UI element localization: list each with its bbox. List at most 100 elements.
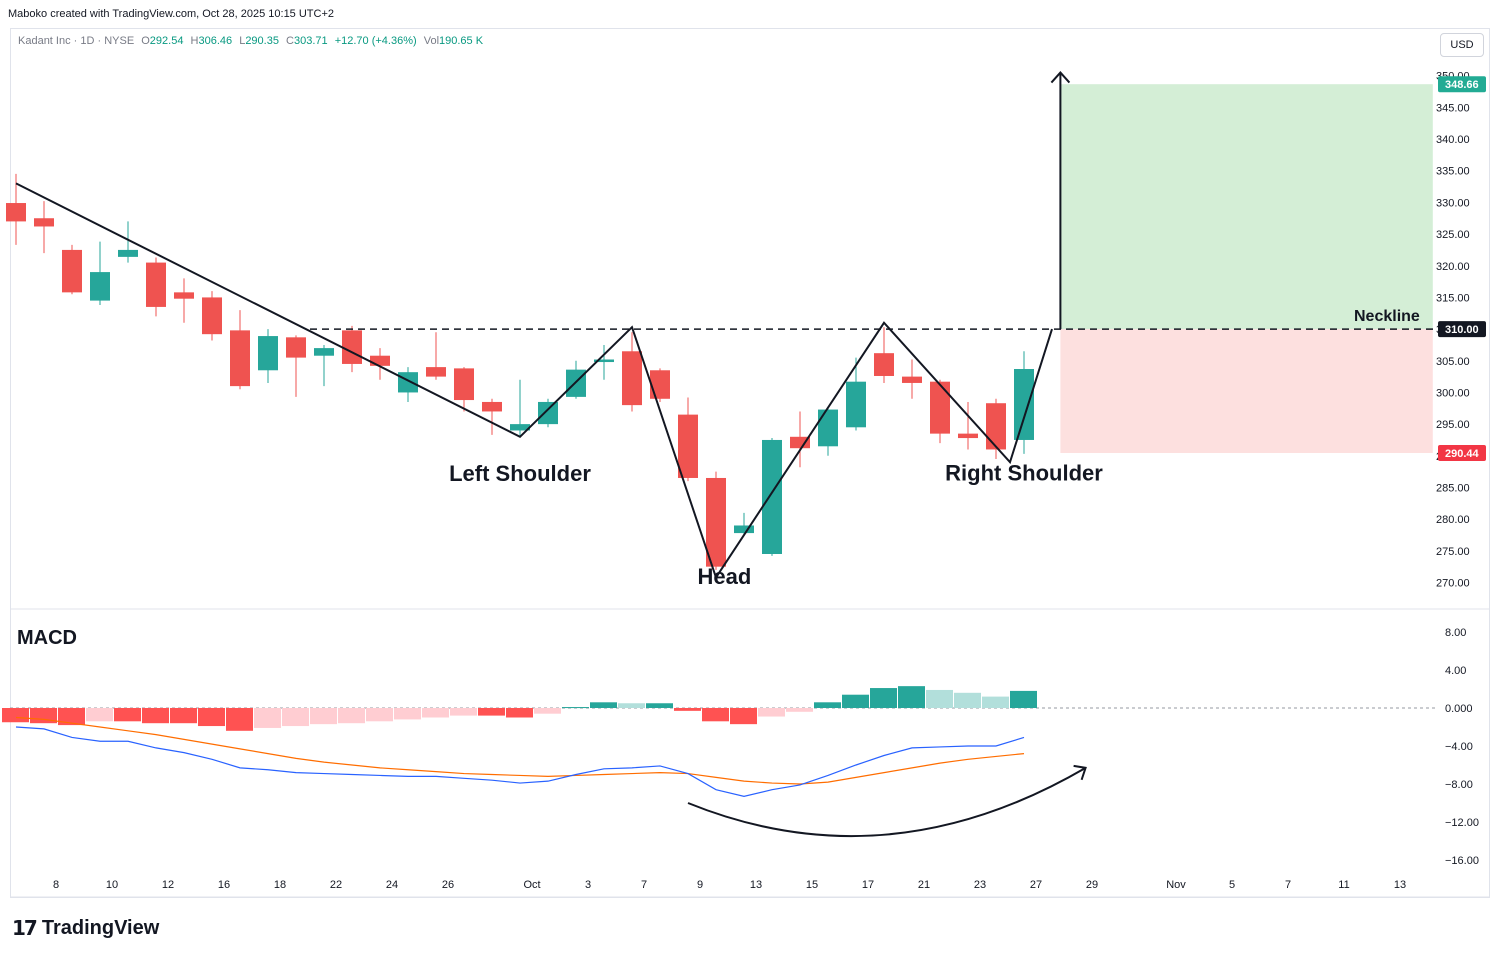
- candle-body: [538, 401, 558, 425]
- volume-value: 190.65 K: [439, 35, 484, 47]
- price-axis-tick: 340.00: [1436, 134, 1470, 146]
- time-axis-tick: Nov: [1166, 879, 1186, 891]
- time-axis-tick: 16: [218, 879, 230, 891]
- macd-histogram-bar: [562, 707, 589, 709]
- macd-title: MACD: [17, 627, 77, 649]
- macd-signal-line: [15, 716, 1025, 785]
- macd-histogram-bar: [86, 708, 113, 722]
- macd-axis-tick: −12.00: [1445, 817, 1479, 829]
- candle-body: [202, 297, 222, 335]
- symbol-legend: Kadant Inc · 1D · NYSE O292.54 H306.46 L…: [18, 35, 483, 47]
- tradingview-logo[interactable]: 17 TradingView: [12, 916, 159, 940]
- macd-histogram-bar: [618, 703, 645, 708]
- time-axis-tick: 7: [1285, 879, 1291, 891]
- macd-histogram-bar: [58, 708, 85, 726]
- time-axis-tick: 21: [918, 879, 930, 891]
- price-axis-tick: 270.00: [1436, 578, 1470, 590]
- candle-body: [258, 336, 278, 371]
- symbol-title[interactable]: Kadant Inc · 1D · NYSE: [18, 35, 135, 47]
- price-axis-tick: 325.00: [1436, 229, 1470, 241]
- time-axis-tick: 10: [106, 879, 118, 891]
- macd-axis-tick: −4.00: [1445, 741, 1473, 753]
- candle-body: [818, 409, 838, 447]
- currency-button[interactable]: USD: [1440, 33, 1484, 57]
- candle-body: [706, 477, 726, 567]
- macd-histogram-bar: [982, 696, 1009, 708]
- time-axis-tick: 11: [1338, 879, 1349, 891]
- macd-axis-tick: −16.00: [1445, 855, 1479, 867]
- time-axis-tick: 29: [1086, 879, 1098, 891]
- target-price-label-bg: [1438, 76, 1486, 93]
- macd-histogram-bar: [814, 702, 841, 708]
- target-arrow-head: [1050, 71, 1071, 84]
- candle-body: [902, 376, 922, 383]
- time-axis-tick: 7: [641, 879, 647, 891]
- time-axis-tick: 3: [585, 879, 591, 891]
- macd-histogram-bar: [282, 708, 309, 727]
- stop-price-label: 290.44: [1445, 448, 1480, 460]
- price-axis-tick: 285.00: [1436, 482, 1470, 494]
- time-axis-tick: 15: [806, 879, 818, 891]
- time-axis-tick: 26: [442, 879, 454, 891]
- candle-body: [398, 372, 418, 393]
- macd-histogram-bar: [926, 689, 953, 708]
- candle-body: [790, 436, 810, 449]
- time-axis-tick: 8: [53, 879, 59, 891]
- macd-histogram-bar: [170, 708, 197, 724]
- time-axis-tick: 17: [862, 879, 874, 891]
- volume-label: Vol: [423, 35, 440, 47]
- candle-body: [734, 525, 754, 534]
- macd-histogram-bar: [702, 708, 729, 722]
- candle-body: [34, 218, 54, 227]
- macd-histogram-bar: [534, 708, 561, 714]
- candle-body: [90, 272, 110, 301]
- time-axis-tick: Oct: [523, 879, 540, 891]
- neckline-price-label: 310.00: [1445, 324, 1479, 336]
- candle-body: [370, 355, 390, 366]
- price-axis-tick: 330.00: [1436, 197, 1470, 209]
- macd-histogram-bar: [366, 708, 393, 722]
- time-axis-tick: 9: [697, 879, 703, 891]
- price-axis-tick: 320.00: [1436, 261, 1470, 273]
- macd-curve-arrow: [687, 766, 1087, 838]
- macd-axis-tick: 8.00: [1445, 627, 1466, 639]
- head-and-shoulders-line: [15, 182, 1053, 580]
- candle-body: [230, 330, 250, 387]
- candle-body: [482, 401, 502, 412]
- price-axis-tick: 280.00: [1436, 514, 1470, 526]
- macd-histogram-bar: [310, 708, 337, 725]
- price-axis-tick: 275.00: [1436, 546, 1470, 558]
- chart-credit: Maboko created with TradingView.com, Oct…: [8, 8, 335, 20]
- macd-histogram-bar: [2, 708, 29, 723]
- macd-histogram-bar: [422, 708, 449, 718]
- macd-histogram-bar: [338, 708, 365, 724]
- brand-name: TradingView: [41, 916, 160, 939]
- macd-histogram-bar: [450, 708, 477, 716]
- candle-body: [958, 433, 978, 439]
- candle-body: [650, 370, 670, 399]
- macd-histogram-bar: [1010, 690, 1037, 708]
- price-axis-tick: 300.00: [1436, 387, 1470, 399]
- target-price-label: 348.66: [1445, 79, 1479, 91]
- time-axis-tick: 13: [1394, 879, 1406, 891]
- price-axis-tick: 295.00: [1436, 419, 1470, 431]
- candle-body: [874, 353, 894, 376]
- price-axis-tick: 335.00: [1436, 166, 1470, 178]
- time-axis-tick: 13: [750, 879, 762, 891]
- macd-histogram-bar: [674, 708, 701, 711]
- low-value: 290.35: [245, 35, 279, 47]
- time-axis-tick: 12: [162, 879, 174, 891]
- time-axis-tick: 18: [274, 879, 286, 891]
- price-axis-tick: 345.00: [1436, 102, 1470, 114]
- time-axis-tick: 24: [386, 879, 398, 891]
- macd-curve-arrow-head: [1073, 764, 1087, 781]
- macd-histogram-bar: [786, 708, 813, 712]
- time-axis-tick: 22: [330, 879, 342, 891]
- macd-line: [15, 726, 1025, 797]
- macd-histogram-bar: [954, 692, 981, 708]
- pattern-annotation: Right Shoulder: [945, 461, 1103, 486]
- time-axis-tick: 27: [1030, 879, 1042, 891]
- macd-histogram-bar: [758, 708, 785, 717]
- macd-histogram-bar: [478, 708, 505, 716]
